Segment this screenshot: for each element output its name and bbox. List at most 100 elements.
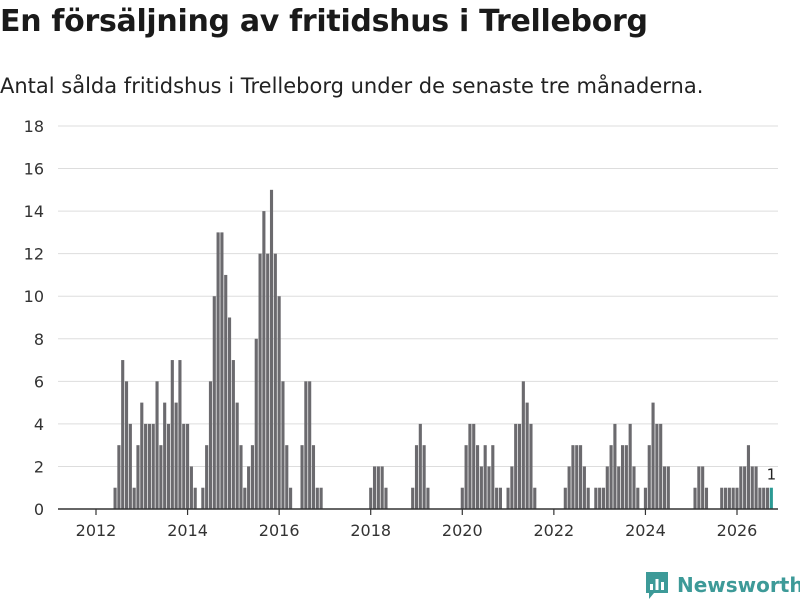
chart-subtitle: Antal sålda fritidshus i Trelleborg unde… bbox=[0, 74, 704, 98]
y-tick-label: 0 bbox=[34, 500, 44, 519]
bar bbox=[281, 381, 285, 509]
bar bbox=[189, 466, 193, 509]
bar bbox=[166, 423, 171, 509]
x-tick-label: 2014 bbox=[167, 521, 208, 540]
brand-name: Newsworthy bbox=[677, 573, 800, 597]
bar bbox=[121, 360, 125, 509]
bar bbox=[624, 445, 628, 509]
bar bbox=[418, 423, 422, 509]
bar bbox=[216, 232, 220, 509]
bar bbox=[666, 466, 670, 509]
y-tick-label: 6 bbox=[34, 372, 44, 391]
bar bbox=[727, 487, 731, 509]
bar bbox=[525, 402, 529, 509]
bar bbox=[517, 423, 522, 509]
bar bbox=[731, 487, 735, 509]
gridlines bbox=[58, 125, 778, 467]
bars bbox=[113, 189, 773, 510]
bar bbox=[632, 466, 636, 509]
bar bbox=[491, 445, 495, 509]
y-tick-label: 16 bbox=[24, 160, 44, 179]
bar bbox=[720, 487, 724, 509]
x-tick-label: 2024 bbox=[625, 521, 666, 540]
bar bbox=[472, 423, 476, 509]
bar bbox=[662, 466, 667, 509]
x-tick-label: 2020 bbox=[442, 521, 483, 540]
bar bbox=[579, 445, 583, 509]
bar bbox=[739, 466, 743, 509]
bar bbox=[262, 211, 266, 510]
bar bbox=[250, 445, 254, 509]
bar bbox=[567, 466, 571, 509]
bar bbox=[243, 487, 247, 509]
bar bbox=[311, 445, 316, 509]
bar bbox=[571, 445, 575, 509]
bar bbox=[269, 189, 274, 509]
bar bbox=[147, 423, 151, 509]
bar bbox=[651, 402, 655, 509]
bar bbox=[598, 487, 602, 509]
bar bbox=[582, 466, 586, 509]
bar bbox=[514, 423, 518, 509]
bar bbox=[151, 423, 155, 509]
bar bbox=[273, 253, 277, 509]
bar bbox=[140, 402, 144, 509]
bar bbox=[201, 487, 205, 509]
bar bbox=[468, 423, 472, 509]
chart-title: En försäljning av fritidshus i Trellebor… bbox=[0, 4, 648, 39]
bar bbox=[628, 423, 632, 509]
bar bbox=[479, 466, 483, 509]
axes bbox=[58, 508, 778, 515]
bar bbox=[506, 487, 510, 509]
bar bbox=[372, 466, 377, 509]
bar bbox=[487, 466, 491, 509]
bar bbox=[750, 466, 754, 509]
bar bbox=[762, 487, 766, 509]
bar bbox=[144, 423, 148, 509]
bar bbox=[613, 423, 617, 509]
bar bbox=[178, 360, 182, 509]
bar bbox=[464, 445, 468, 509]
y-tick-label: 12 bbox=[24, 245, 44, 264]
bar bbox=[495, 487, 499, 509]
bar bbox=[414, 445, 419, 509]
bar bbox=[308, 381, 312, 509]
bar bbox=[483, 445, 487, 509]
bar bbox=[475, 445, 480, 509]
bar bbox=[743, 466, 747, 509]
bar bbox=[426, 487, 430, 509]
bar bbox=[563, 487, 567, 509]
bar bbox=[285, 445, 289, 509]
x-tick-label: 2016 bbox=[259, 521, 300, 540]
bar bbox=[258, 253, 262, 509]
bar bbox=[315, 487, 319, 509]
bar bbox=[132, 487, 136, 509]
bar bbox=[384, 487, 388, 509]
y-tick-label: 4 bbox=[34, 415, 44, 434]
x-tick-label: 2012 bbox=[76, 521, 117, 540]
y-tick-label: 18 bbox=[24, 117, 44, 136]
bar bbox=[376, 466, 380, 509]
x-tick-label: 2026 bbox=[717, 521, 758, 540]
bar bbox=[136, 445, 140, 509]
bar bbox=[754, 466, 758, 509]
bar bbox=[193, 487, 197, 509]
y-tick-label: 2 bbox=[34, 457, 44, 476]
bar bbox=[411, 487, 415, 509]
bar bbox=[212, 296, 216, 509]
bar bbox=[227, 317, 232, 509]
bar bbox=[510, 466, 514, 509]
bar bbox=[746, 445, 751, 509]
bar bbox=[601, 487, 606, 509]
bar bbox=[643, 487, 647, 509]
bar bbox=[247, 466, 251, 509]
bar bbox=[231, 360, 235, 509]
bar bbox=[208, 381, 213, 509]
bar bbox=[735, 487, 739, 509]
bar bbox=[575, 445, 579, 509]
bar bbox=[155, 381, 159, 509]
bar bbox=[659, 423, 663, 509]
bar bbox=[765, 487, 770, 509]
bar bbox=[529, 423, 533, 509]
newsworthy-brand[interactable]: Newsworthy bbox=[644, 568, 800, 602]
